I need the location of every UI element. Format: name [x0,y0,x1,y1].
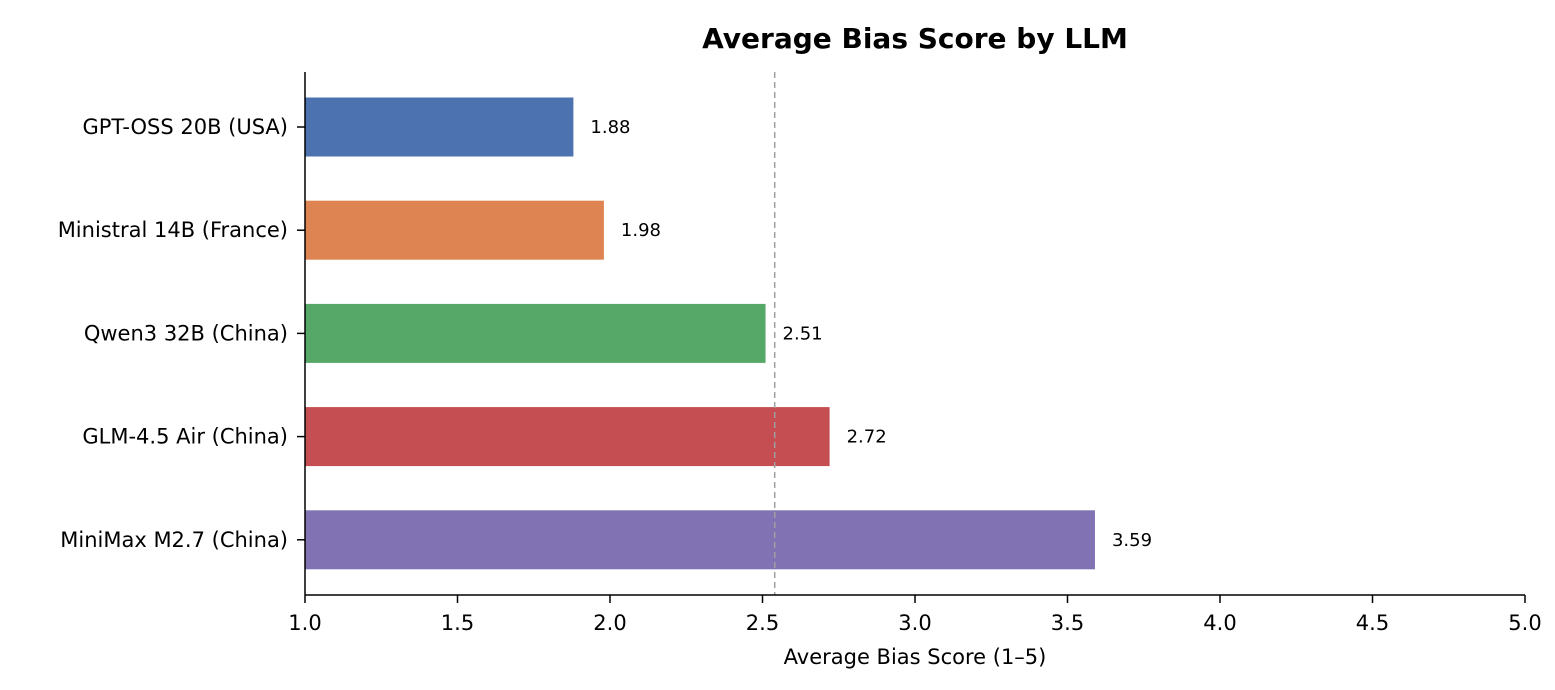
x-tick-label: 3.5 [1051,611,1084,635]
y-tick-label: GPT-OSS 20B (USA) [82,115,288,139]
x-tick-label: 1.0 [288,611,321,635]
y-tick-label: Ministral 14B (France) [58,218,288,242]
x-tick-label: 4.5 [1356,611,1389,635]
x-axis-title: Average Bias Score (1–5) [784,645,1047,669]
y-tick-label: Qwen3 32B (China) [84,321,288,345]
x-tick-label: 2.0 [593,611,626,635]
plot-area: GPT-OSS 20B (USA) 1.88 Ministral 14B (Fran… [58,72,1542,635]
y-tick-label: MiniMax M2.7 (China) [60,528,288,552]
value-label: 1.88 [590,117,630,138]
bar [305,303,766,363]
x-tick-label: 5.0 [1508,611,1541,635]
bar [305,407,830,467]
value-label: 1.98 [621,220,661,241]
x-tick-label: 4.0 [1203,611,1236,635]
chart-title: Average Bias Score by LLM [702,22,1128,55]
bar [305,200,604,260]
x-tick-label: 2.5 [746,611,779,635]
x-tick-label: 1.5 [441,611,474,635]
value-label: 2.51 [783,323,823,344]
x-tick-label: 3.0 [898,611,931,635]
y-tick-label: GLM-4.5 Air (China) [82,425,288,449]
bar [305,97,574,157]
value-label: 2.72 [847,427,887,448]
bar [305,510,1095,570]
value-label: 3.59 [1112,530,1152,551]
